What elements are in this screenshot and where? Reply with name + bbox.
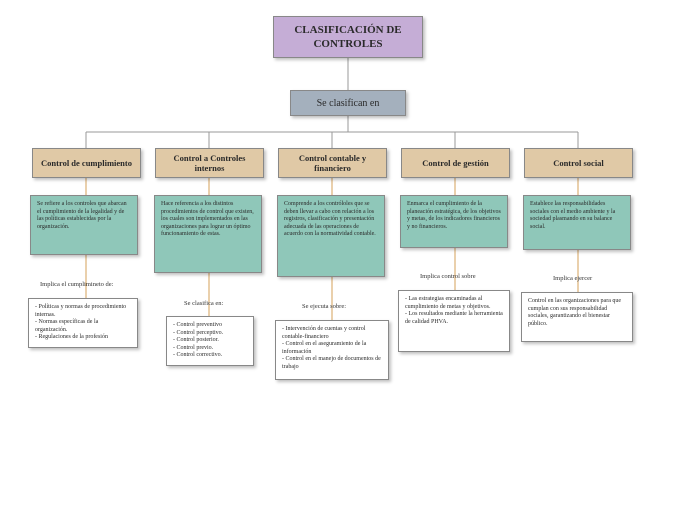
branch-cumplimiento: Control de cumplimiento — [32, 148, 141, 178]
desc-contable: Comprende a los contróloles que se deben… — [277, 195, 385, 277]
sub-node: Se clasifican en — [290, 90, 406, 116]
list-cumplimiento: - Políticas y normas de procedimiento in… — [28, 298, 138, 348]
label-internos: Se clasifica en: — [184, 300, 223, 307]
label-social: Implica ejercer — [553, 275, 592, 282]
desc-social: Establece las responsabilidades sociales… — [523, 195, 631, 250]
branch-social: Control social — [524, 148, 633, 178]
label-cumplimiento: Implica el cumplimineto de: — [40, 281, 113, 288]
desc-internos: Hace referencia a los distintos procedim… — [154, 195, 262, 273]
desc-gestion: Enmarca el cumplimiento de la planeación… — [400, 195, 508, 248]
branch-gestion: Control de gestión — [401, 148, 510, 178]
label-contable: Se ejecuta sobre: — [302, 303, 346, 310]
desc-cumplimiento: Se refiere a los controles que abarcan e… — [30, 195, 138, 255]
label-gestion: Implica control sobre — [420, 273, 476, 280]
branch-contable: Control contable y financiero — [278, 148, 387, 178]
branch-internos: Control a Controles internos — [155, 148, 264, 178]
list-contable: - Intervención de cuentas y control cont… — [275, 320, 389, 380]
list-internos: - Control preventivo - Control perceptiv… — [166, 316, 254, 366]
list-social: Control en las organizaciones para que c… — [521, 292, 633, 342]
list-gestion: - Las estrategias encaminadas al cumplim… — [398, 290, 510, 352]
title-node: CLASIFICACIÓN DE CONTROLES — [273, 16, 423, 58]
